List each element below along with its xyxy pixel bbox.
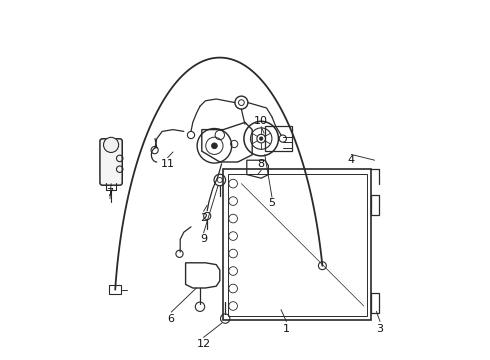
Text: 8: 8 bbox=[258, 159, 265, 169]
Text: 11: 11 bbox=[161, 159, 174, 169]
Bar bbox=[223, 169, 371, 320]
Bar bbox=[265, 126, 292, 151]
Bar bbox=[371, 195, 379, 215]
FancyBboxPatch shape bbox=[100, 139, 122, 185]
Text: 5: 5 bbox=[269, 198, 275, 208]
Bar bbox=[228, 174, 367, 316]
Text: 3: 3 bbox=[376, 324, 384, 334]
Text: 2: 2 bbox=[200, 213, 207, 223]
Text: 12: 12 bbox=[196, 339, 211, 349]
Bar bbox=[109, 285, 122, 294]
Text: 6: 6 bbox=[168, 314, 175, 324]
Text: 9: 9 bbox=[200, 234, 207, 244]
Circle shape bbox=[212, 143, 217, 149]
Text: 7: 7 bbox=[106, 188, 114, 198]
Text: 4: 4 bbox=[347, 155, 355, 165]
Text: 1: 1 bbox=[283, 324, 290, 334]
Bar bbox=[371, 293, 379, 313]
Circle shape bbox=[260, 137, 263, 140]
Circle shape bbox=[103, 137, 119, 152]
Text: 10: 10 bbox=[254, 116, 268, 126]
